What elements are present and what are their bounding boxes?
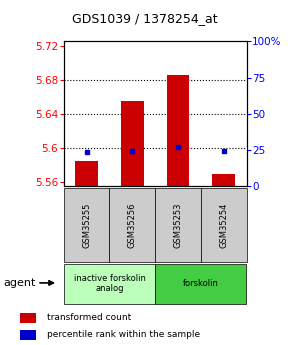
Text: GSM35254: GSM35254 — [219, 203, 228, 248]
Text: GSM35256: GSM35256 — [128, 203, 137, 248]
Bar — [155, 264, 246, 304]
Text: inactive forskolin
analog: inactive forskolin analog — [74, 274, 145, 294]
Bar — [20, 330, 36, 340]
Text: forskolin: forskolin — [183, 279, 219, 288]
Bar — [212, 174, 235, 186]
Bar — [110, 188, 155, 262]
Bar — [166, 76, 189, 186]
Text: GSM35253: GSM35253 — [173, 203, 182, 248]
Bar — [20, 313, 36, 323]
Text: GDS1039 / 1378254_at: GDS1039 / 1378254_at — [72, 12, 218, 26]
Bar — [155, 188, 201, 262]
Text: percentile rank within the sample: percentile rank within the sample — [46, 331, 200, 339]
Text: agent: agent — [3, 278, 35, 288]
Bar — [64, 188, 110, 262]
Bar — [64, 264, 155, 304]
Text: GSM35255: GSM35255 — [82, 203, 91, 248]
Bar — [121, 101, 144, 186]
Bar — [201, 188, 246, 262]
Bar — [75, 161, 98, 186]
Text: transformed count: transformed count — [46, 313, 131, 322]
